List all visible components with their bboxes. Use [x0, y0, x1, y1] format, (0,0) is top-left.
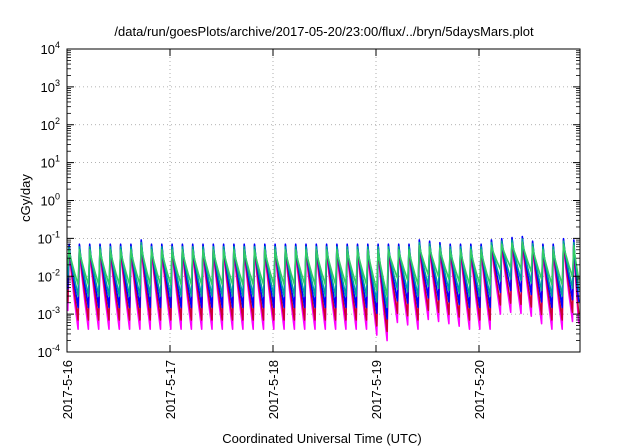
- y-tick-label: 100: [41, 192, 60, 209]
- series-line-5: [67, 241, 580, 297]
- x-axis-label: Coordinated Universal Time (UTC): [222, 431, 421, 446]
- y-tick-label: 10-1: [38, 229, 60, 246]
- x-tick-label: 2017-5-20: [472, 360, 487, 419]
- y-tick-label: 103: [41, 78, 60, 95]
- x-axis-ticks: 2017-5-16 2017-5-17 2017-5-18 2017-5-19 2017…: [60, 49, 487, 419]
- x-tick-label: 2017-5-19: [369, 360, 384, 419]
- y-axis-ticks: 10-4 10-3 10-2 10-1 100 101 102 103 104: [38, 40, 580, 360]
- y-tick-label: 102: [41, 116, 60, 133]
- y-tick-label: 104: [41, 40, 60, 57]
- x-tick-label: 2017-5-16: [60, 360, 75, 419]
- series-group: [67, 235, 580, 342]
- y-axis-label: cGy/day: [18, 174, 33, 222]
- y-tick-label: 10-3: [38, 305, 60, 322]
- y-tick-label: 101: [41, 154, 60, 171]
- x-tick-label: 2017-5-17: [163, 360, 178, 419]
- chart-title: /data/run/goesPlots/archive/2017-05-20/2…: [114, 24, 534, 39]
- x-tick-label: 2017-5-18: [266, 360, 281, 419]
- y-tick-label: 10-4: [38, 343, 60, 360]
- y-tick-label: 10-2: [38, 267, 60, 284]
